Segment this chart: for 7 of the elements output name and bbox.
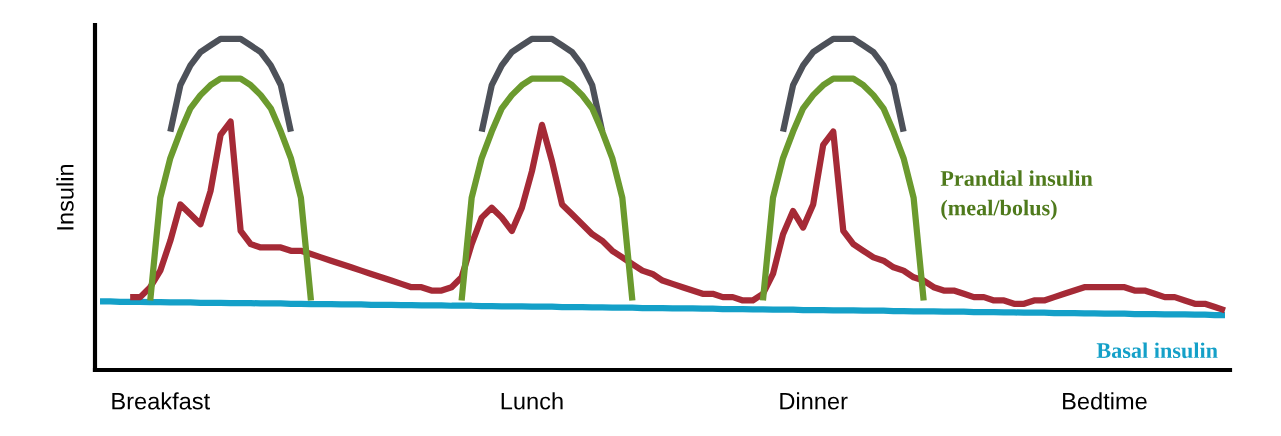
y-axis-title: Insulin — [56, 164, 74, 230]
x-tick-label: Lunch — [501, 392, 563, 410]
x-tick-label: Bedtime — [1063, 392, 1147, 410]
series-label: Basal insulin — [1096, 342, 1218, 359]
x-tick-label: Breakfast — [112, 392, 210, 410]
x-tick-label: Dinner — [780, 392, 848, 410]
series-label: Prandial insulin (meal/bolus) — [940, 170, 1093, 220]
